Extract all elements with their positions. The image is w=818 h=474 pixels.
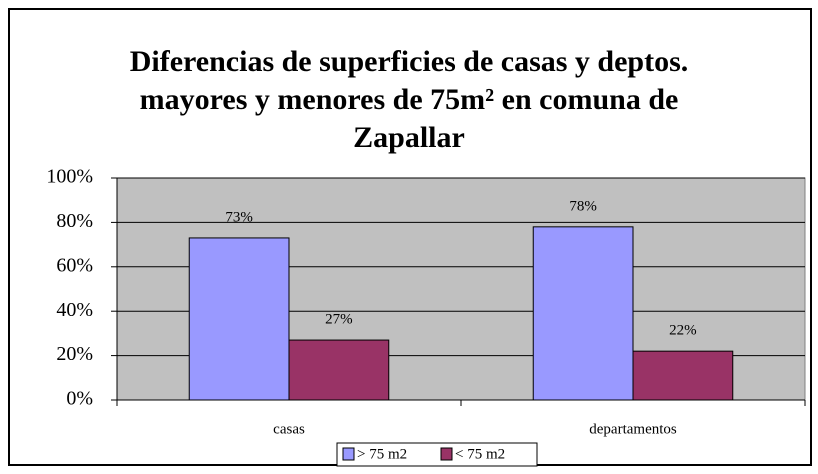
bar — [632, 350, 734, 401]
data-label: 78% — [569, 198, 597, 214]
y-tick-label: 60% — [56, 254, 93, 276]
chart-title: Zapallar — [353, 121, 465, 154]
x-tick-label: departamentos — [589, 421, 677, 437]
data-label: 73% — [225, 209, 253, 225]
bar — [188, 237, 290, 401]
bar — [532, 226, 634, 401]
data-label: 27% — [325, 311, 353, 327]
legend-label: < 75 m2 — [455, 446, 505, 462]
y-tick-label: 80% — [56, 210, 93, 232]
y-tick-label: 100% — [46, 166, 93, 188]
chart-title: mayores y menores de 75m² en comuna de — [140, 83, 679, 116]
legend-label: > 75 m2 — [357, 446, 407, 462]
y-tick-label: 20% — [56, 343, 93, 365]
y-tick-label: 0% — [66, 388, 93, 410]
legend-box — [336, 442, 538, 467]
x-tick-label: casas — [273, 421, 305, 437]
y-tick-label: 40% — [56, 299, 93, 321]
legend-swatch — [342, 447, 355, 461]
chart-title: Diferencias de superficies de casas y de… — [130, 45, 689, 78]
data-label: 22% — [669, 323, 697, 339]
bar — [288, 339, 390, 401]
legend-swatch — [440, 447, 453, 461]
